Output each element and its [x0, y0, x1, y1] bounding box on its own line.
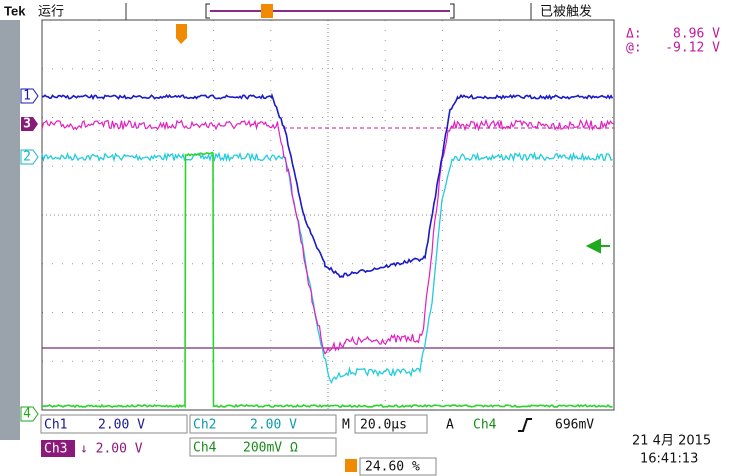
timebase-box: [354, 414, 428, 434]
ch2-trace: [41, 151, 613, 385]
channel-marker: 1: [20, 88, 39, 104]
trigger-position-marker: [176, 24, 187, 44]
graticule: [42, 20, 614, 410]
ch1-box: [40, 414, 188, 434]
ch1-label: Ch1: [44, 418, 67, 433]
time: 16:41:13: [640, 452, 698, 467]
channel-number: 3: [23, 117, 31, 132]
ch4-trace: [41, 151, 613, 409]
record-marker: [261, 4, 273, 18]
at-value: -9.12 V: [665, 41, 720, 56]
trigger-pos-box: [359, 457, 437, 476]
ch4-label: Ch4: [193, 441, 217, 456]
brand: Tek: [4, 3, 26, 18]
timebase-value: 20.0µs: [360, 418, 407, 433]
trigger-label: A: [446, 418, 454, 433]
timebase-label: M: [342, 418, 350, 433]
at-label: @:: [626, 41, 642, 56]
trigger-source: Ch4: [473, 418, 497, 433]
ch3-scale: ↓ 2.00 V: [80, 442, 143, 457]
waveforms: [41, 92, 614, 409]
ch2-label: Ch2: [193, 418, 216, 433]
ch4-scale: 200mV Ω: [243, 441, 298, 456]
ch1-scale: 2.00 V: [98, 418, 145, 433]
trigger-pos-icon: [345, 459, 357, 472]
run-status: 运行: [38, 5, 64, 20]
rising-edge-icon: [518, 418, 532, 432]
ch2-box: [189, 414, 337, 434]
ch3-badge: [41, 440, 75, 457]
channel-marker: 4: [20, 406, 39, 422]
ch2-scale: 2.00 V: [250, 418, 297, 433]
trigger-state: 已被触发: [540, 4, 592, 20]
ch1-trace: [41, 92, 614, 279]
ch3-trace: [41, 118, 614, 355]
delta-value: 8.96 V: [673, 27, 720, 42]
channel-marker: 2: [20, 149, 39, 165]
ch4-box: [189, 437, 337, 457]
trigger-position: 24.60 %: [365, 460, 420, 475]
record-bracket: [205, 3, 455, 19]
ch3-label: Ch3: [44, 442, 67, 457]
date: 21 4月 2015: [632, 434, 711, 449]
trigger-level-marker: [585, 238, 610, 254]
channel-number: 4: [23, 407, 31, 422]
channel-number: 2: [23, 150, 31, 165]
photo-edge: [0, 20, 20, 440]
channel-number: 1: [23, 89, 31, 104]
graticule-border: [41, 19, 615, 411]
channel-marker: 3: [21, 117, 38, 132]
trigger-level: 696mV: [555, 418, 594, 433]
delta-label: Δ:: [626, 27, 642, 42]
